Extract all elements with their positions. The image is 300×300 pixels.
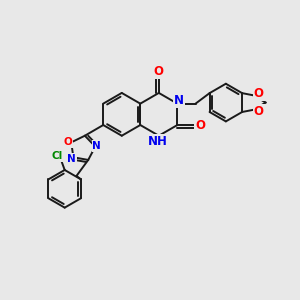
Text: Cl: Cl (51, 151, 62, 161)
Text: N: N (68, 154, 76, 164)
Text: N: N (174, 94, 184, 106)
Text: O: O (63, 137, 72, 147)
Text: O: O (195, 118, 205, 131)
Text: N: N (92, 141, 101, 151)
Text: NH: NH (147, 135, 167, 148)
Text: O: O (254, 87, 264, 100)
Text: O: O (154, 65, 164, 78)
Text: O: O (254, 105, 264, 118)
